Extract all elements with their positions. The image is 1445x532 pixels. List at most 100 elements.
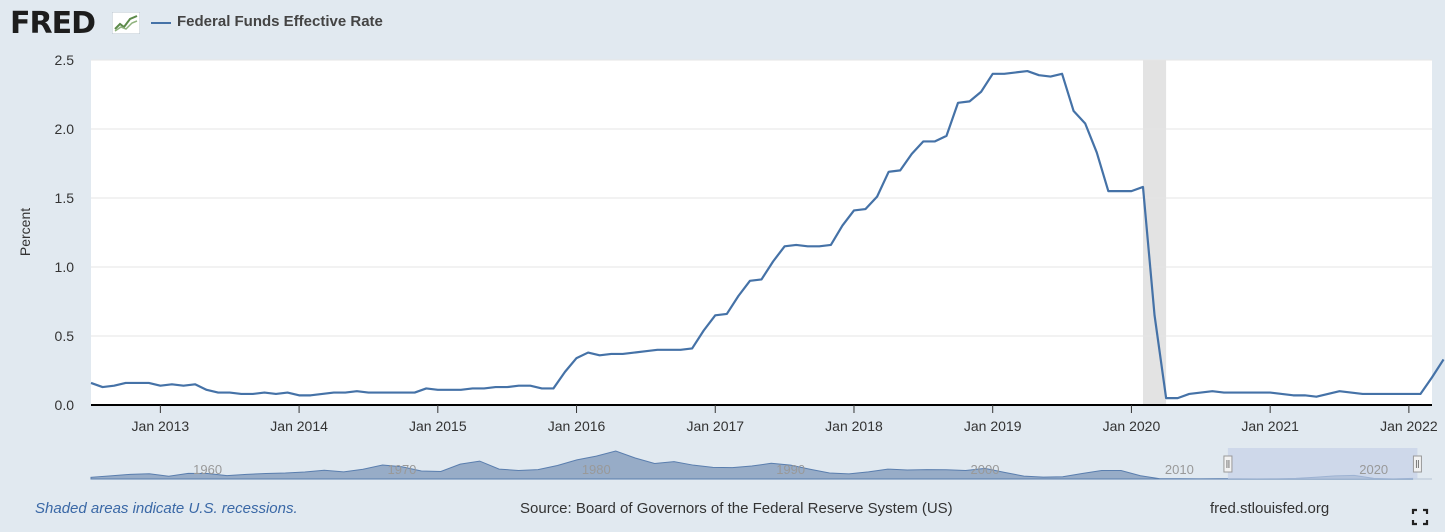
navigator-handle-1[interactable] [1412, 455, 1422, 473]
plot-area [91, 60, 1432, 405]
data-point-109 [1348, 390, 1354, 396]
data-point-99 [1232, 390, 1238, 396]
data-point-55 [724, 311, 730, 317]
data-point-6 [157, 383, 163, 389]
data-point-42 [574, 355, 580, 361]
data-point-103 [1279, 391, 1285, 397]
y-tick-label-3: 1.5 [55, 190, 75, 206]
chart-header: FRED Federal Funds Effective Rate [0, 0, 1445, 50]
navigator-area [90, 450, 1414, 480]
data-point-23 [354, 388, 360, 394]
data-point-72 [920, 138, 926, 144]
data-point-5 [146, 380, 152, 386]
data-point-35 [493, 384, 499, 390]
x-tick-label-3: Jan 2016 [548, 418, 606, 434]
data-point-110 [1360, 391, 1366, 397]
navigator-label-1: 1970 [387, 462, 416, 477]
data-point-51 [678, 347, 684, 353]
data-point-3 [123, 380, 129, 386]
site-link[interactable]: fred.stlouisfed.org [1210, 500, 1330, 517]
data-point-52 [689, 345, 695, 351]
data-point-4 [134, 380, 140, 386]
data-point-2 [111, 383, 117, 389]
fred-logo[interactable]: FRED [10, 6, 96, 41]
data-point-93 [1163, 395, 1169, 401]
data-point-102 [1267, 390, 1273, 396]
data-point-28 [412, 390, 418, 396]
data-point-67 [863, 206, 869, 212]
navigator-label-4: 2000 [971, 462, 1000, 477]
data-point-97 [1209, 388, 1215, 394]
y-tick-label-0: 0.0 [55, 397, 75, 413]
navigator-handle-0[interactable] [1223, 455, 1233, 473]
data-point-111 [1371, 391, 1377, 397]
fred-chart-logo-icon [112, 12, 140, 34]
data-point-92 [1152, 312, 1158, 318]
data-point-34 [481, 385, 487, 391]
data-point-77 [978, 89, 984, 95]
data-point-112 [1383, 391, 1389, 397]
y-tick-label-2: 1.0 [55, 259, 75, 275]
data-point-22 [342, 390, 348, 396]
data-point-1 [100, 384, 106, 390]
data-point-25 [377, 390, 383, 396]
data-point-115 [1417, 391, 1423, 397]
data-point-48 [643, 348, 649, 354]
data-point-14 [250, 391, 256, 397]
x-tick-label-8: Jan 2021 [1241, 418, 1299, 434]
data-point-21 [331, 390, 337, 396]
data-point-83 [1048, 74, 1054, 80]
source-note: Source: Board of Governors of the Federa… [520, 500, 953, 517]
data-point-15 [261, 390, 267, 396]
data-point-56 [735, 293, 741, 299]
legend-label: Federal Funds Effective Rate [177, 13, 383, 30]
data-point-53 [701, 327, 707, 333]
data-point-36 [504, 384, 510, 390]
data-point-59 [770, 258, 776, 264]
data-point-20 [319, 391, 325, 397]
x-tick-label-5: Jan 2018 [825, 418, 883, 434]
data-point-54 [712, 312, 718, 318]
data-point-104 [1290, 392, 1296, 398]
data-point-68 [874, 194, 880, 200]
data-point-101 [1256, 390, 1262, 396]
x-tick-label-4: Jan 2017 [686, 418, 744, 434]
data-point-106 [1313, 394, 1319, 400]
y-tick-label-1: 0.5 [55, 328, 75, 344]
data-point-43 [585, 350, 591, 356]
data-point-44 [597, 352, 603, 358]
chart-svg[interactable]: 0.0 0.5 1.0 1.5 2.0 2.5 Jan 2013 Jan 2014 Jan 20… [0, 0, 1445, 495]
data-point-84 [1059, 71, 1065, 77]
data-point-95 [1186, 391, 1192, 397]
data-point-29 [423, 385, 429, 391]
data-point-113 [1394, 391, 1400, 397]
data-point-39 [539, 385, 545, 391]
data-point-71 [909, 151, 915, 157]
data-point-0 [88, 380, 94, 386]
data-point-85 [1071, 108, 1077, 114]
data-point-16 [273, 391, 279, 397]
x-tick-label-7: Jan 2020 [1103, 418, 1161, 434]
data-point-64 [828, 242, 834, 248]
data-point-81 [1024, 68, 1030, 74]
data-point-38 [527, 383, 533, 389]
data-point-45 [608, 351, 614, 357]
data-point-8 [180, 383, 186, 389]
data-point-24 [365, 390, 371, 396]
data-point-90 [1128, 188, 1134, 194]
data-point-62 [805, 243, 811, 249]
x-tick-label-2: Jan 2015 [409, 418, 467, 434]
data-point-70 [897, 167, 903, 173]
data-point-57 [747, 278, 753, 284]
legend-swatch [151, 22, 171, 24]
data-point-87 [1094, 149, 1100, 155]
data-point-73 [932, 138, 938, 144]
data-point-60 [782, 243, 788, 249]
data-point-107 [1325, 391, 1331, 397]
data-point-105 [1302, 392, 1308, 398]
navigator-label-2: 1980 [582, 462, 611, 477]
recession-note: Shaded areas indicate U.S. recessions. [35, 500, 298, 517]
navigator-window [1227, 448, 1418, 479]
data-point-100 [1244, 390, 1250, 396]
fullscreen-icon[interactable] [1411, 508, 1429, 526]
